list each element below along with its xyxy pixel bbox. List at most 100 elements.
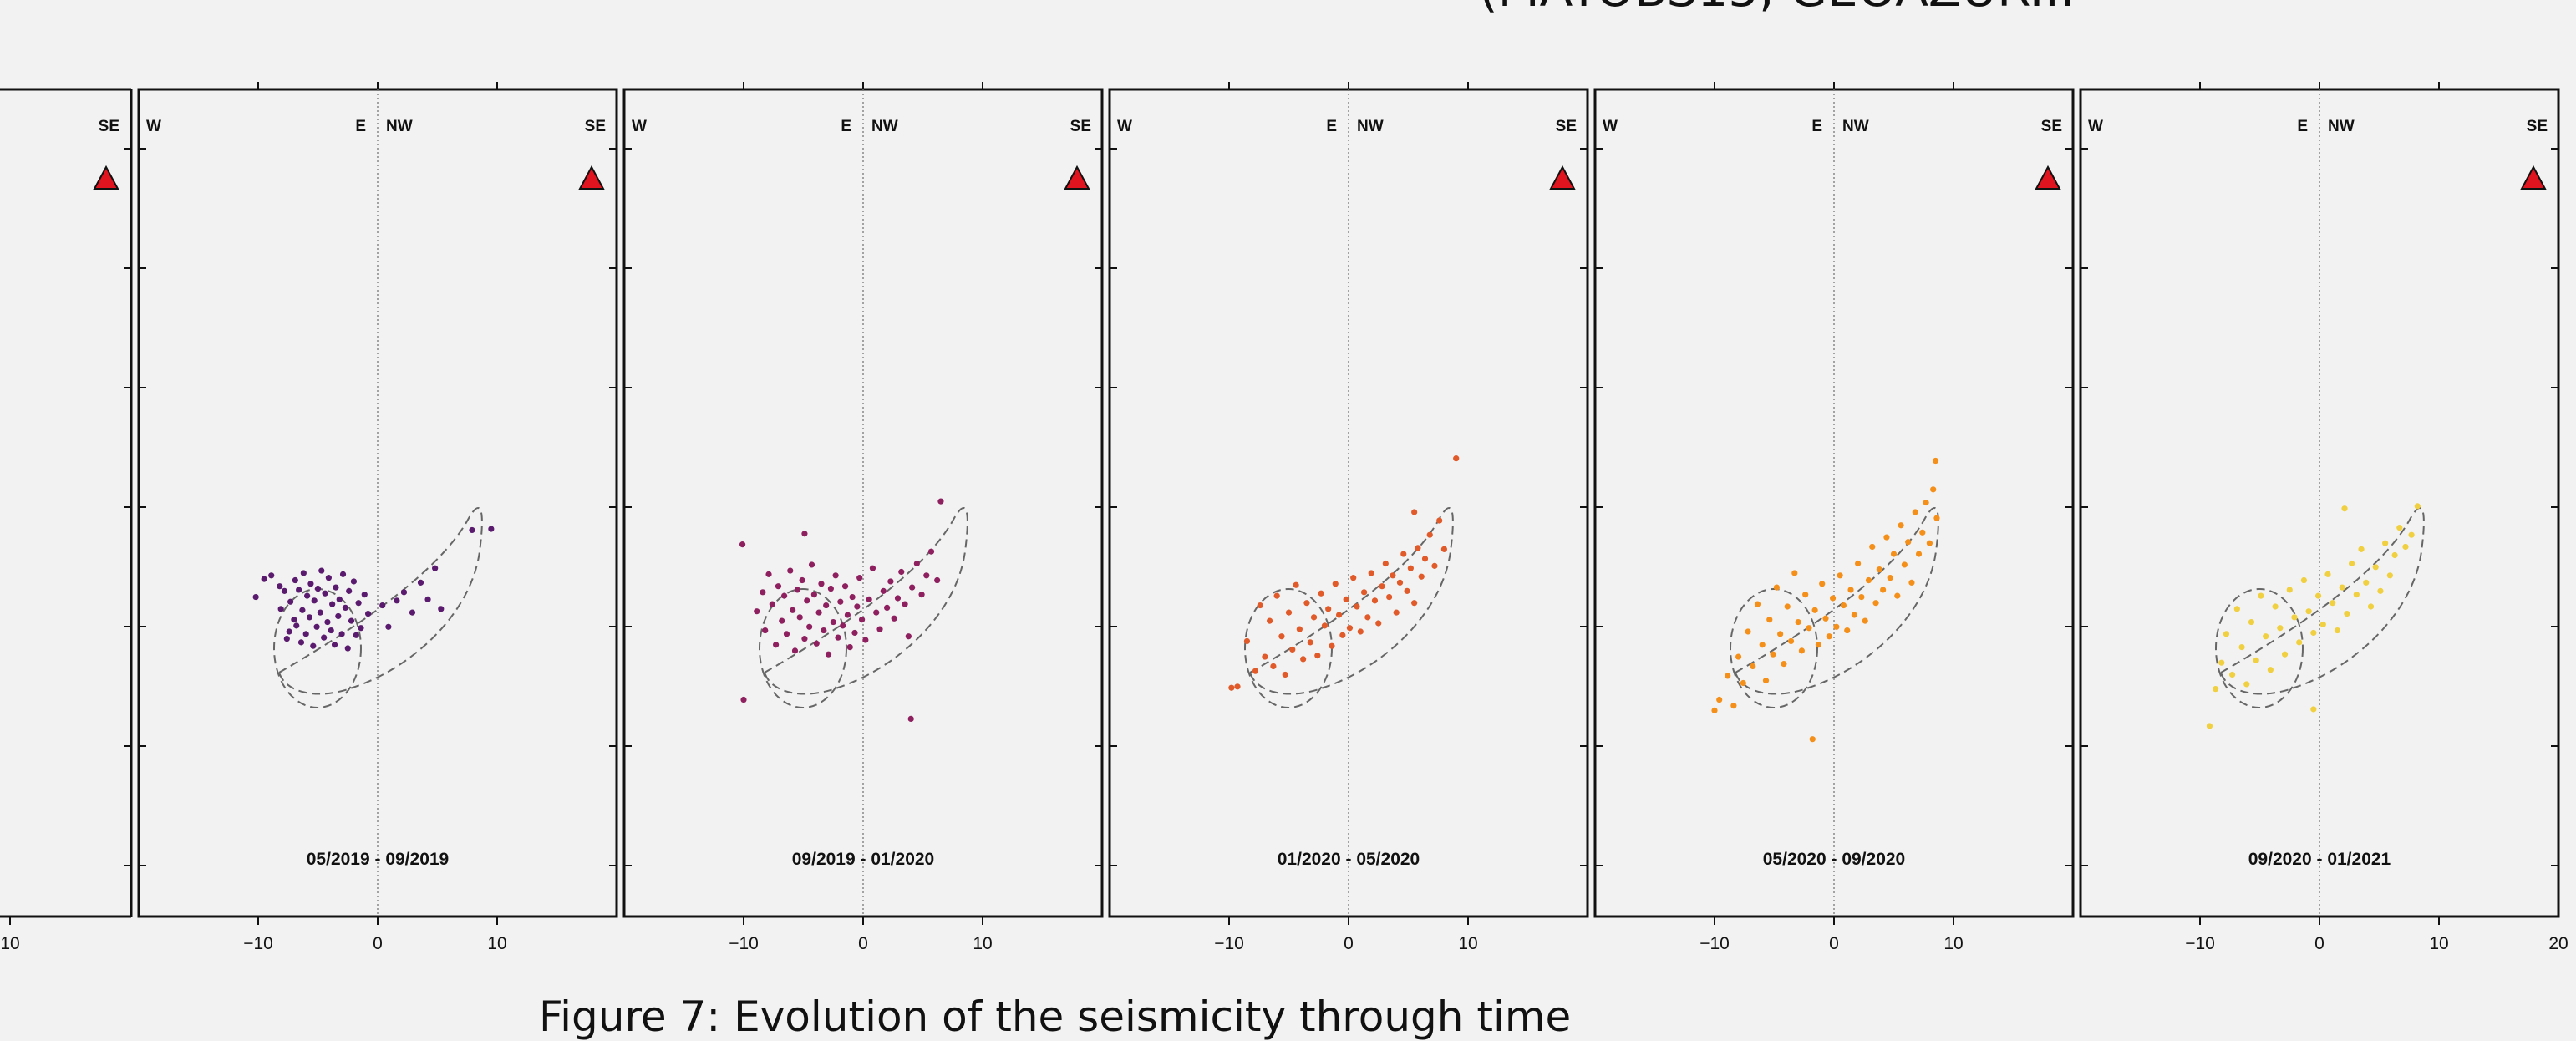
panel-2-point (754, 608, 760, 615)
panel-3-point (1282, 671, 1288, 678)
panel-4-point (1730, 703, 1737, 709)
panel-3-point (1289, 646, 1296, 653)
panel-4-point (1932, 457, 1939, 465)
panel-2-point (937, 498, 944, 505)
panel-4-point (1933, 515, 1940, 521)
panel-1-point (329, 601, 336, 607)
panel-2-point (760, 589, 766, 596)
panel-2-point (858, 617, 866, 623)
panel-5-x-tick-label: 0 (2314, 934, 2324, 953)
panel-4-point (1711, 707, 1718, 713)
panel-3-point (1335, 612, 1343, 618)
panel-1-point (291, 617, 297, 623)
panel-4-point (1872, 600, 1879, 607)
panel-2-point (846, 644, 853, 651)
panel-3-point (1278, 633, 1285, 640)
panel-3-point (1350, 575, 1357, 581)
panel-1-point (331, 642, 338, 648)
panel-3-point (1436, 517, 1443, 524)
panel-3-point (1243, 637, 1251, 645)
panel-1-point (302, 631, 309, 637)
panel-4-point (1791, 570, 1798, 576)
panel-3-point (1390, 572, 1396, 579)
figure-caption: Figure 7: Evolution of the seismicity th… (539, 993, 1572, 1041)
panel-4-point (1770, 651, 1776, 658)
panel-4-point (1815, 642, 1822, 648)
panel-1-x-tick-label: 0 (373, 934, 383, 953)
panel-4-point (1912, 509, 1918, 515)
panel-4-point (1901, 561, 1908, 568)
panel-3-outline-lobe (1248, 507, 1454, 695)
panel-3-point (1314, 653, 1321, 659)
panel-4-point (1759, 642, 1766, 648)
panel-1-point (306, 614, 313, 621)
panel-3-point (1440, 546, 1447, 552)
panel-3-point (1415, 545, 1421, 551)
panel-5-point (2258, 592, 2264, 599)
panel-2-point (909, 584, 916, 591)
panel-4-point (1787, 637, 1795, 645)
panel-2-point (849, 593, 856, 601)
panel-5-point (2212, 686, 2219, 693)
panel-2-point (862, 637, 869, 643)
panel-3-point (1257, 602, 1263, 609)
panel-3-point (1296, 626, 1303, 632)
panel-1-point (261, 576, 267, 582)
panel-3-point (1400, 551, 1407, 557)
panel-5-point (2305, 608, 2312, 615)
panel-3-point (1325, 606, 1332, 612)
panel-1-point (313, 623, 320, 630)
panel-4-label-se: SE (2041, 118, 2062, 135)
panel-2-point (851, 629, 858, 637)
panel-4-point (1865, 576, 1872, 584)
panel-2-point (775, 583, 782, 590)
station-triangle (2035, 165, 2061, 190)
panel-5-x-tick-label: −10 (2185, 934, 2215, 953)
panel-3-point (1307, 639, 1313, 646)
panel-3-point (1252, 668, 1259, 674)
panel-3-point (1293, 581, 1299, 588)
panel-3-point (1346, 625, 1354, 632)
panel-3-point (1270, 663, 1277, 670)
panel-5-point (2324, 571, 2331, 577)
panel-3-label-e: E (1326, 118, 1337, 135)
panel-5-point (2310, 706, 2317, 713)
panel-2-point (779, 617, 785, 624)
panel-4-point (1858, 593, 1865, 601)
panel-3-point (1273, 592, 1280, 599)
panel-2-point (854, 603, 861, 610)
panel-4-point (1915, 551, 1923, 557)
panel-1-point (307, 581, 314, 587)
panel-1-point (333, 584, 339, 591)
panel-2-point (887, 578, 894, 585)
panel-2-point (876, 626, 883, 632)
panel-4-label-w: W (1603, 118, 1618, 135)
panel-4-point (1806, 625, 1812, 632)
panel-4-outline-ellipse (1730, 588, 1818, 708)
panel-1-point (355, 600, 362, 607)
panel-1-point (277, 583, 283, 590)
panel-2-outline-ellipse (759, 588, 847, 708)
panel-4-point (1795, 618, 1801, 626)
panel-4-outline-lobe (1734, 507, 1939, 695)
panel-5-point (2267, 667, 2274, 673)
panel-5-point (2363, 579, 2370, 586)
panel-2-point (821, 627, 827, 634)
panel-3-point (1267, 617, 1273, 624)
panel-5-point (2319, 621, 2326, 628)
panel-4-point (1798, 647, 1805, 654)
panel-2-point (791, 647, 799, 654)
panel-2-point (799, 576, 805, 584)
panel-4-x-tick-label: −10 (1700, 934, 1730, 953)
panel-5-point (2218, 659, 2225, 666)
panel-1-point (350, 578, 357, 585)
panel-4-point (1826, 633, 1832, 640)
panel-2-point (907, 715, 914, 723)
panel-5-point (2300, 576, 2308, 584)
panel-4-point (1880, 587, 1887, 593)
panel-2-point (783, 631, 790, 637)
panel-4-point (1862, 617, 1868, 624)
panel-5-point (2408, 531, 2415, 538)
panel-5-outline-lobe (2219, 507, 2425, 695)
panel-5-point (2358, 546, 2365, 552)
